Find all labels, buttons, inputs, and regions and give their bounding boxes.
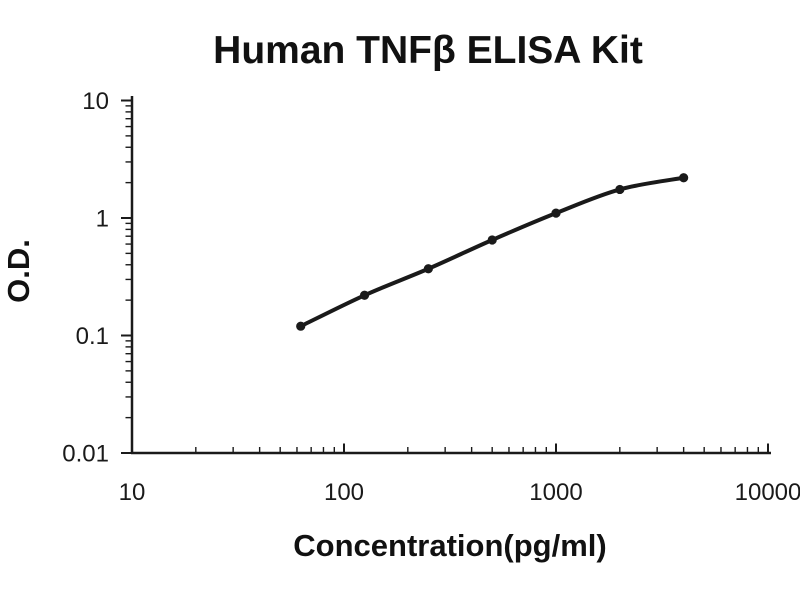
data-point-marker xyxy=(423,264,433,274)
standard-curve-line xyxy=(298,175,686,329)
y-tick-label: 0.1 xyxy=(76,323,109,350)
y-tick-label: 0.01 xyxy=(62,441,109,468)
x-tick-label: 10 xyxy=(119,479,146,506)
y-tick-label: 10 xyxy=(82,88,109,115)
x-tick-label: 1000 xyxy=(529,479,582,506)
chart-title: Human TNFβ ELISA Kit xyxy=(213,29,643,72)
data-point-marker xyxy=(551,208,561,218)
data-point-marker xyxy=(296,321,306,331)
data-point-marker xyxy=(615,184,625,195)
data-point-marker xyxy=(679,173,689,183)
data-point-marker xyxy=(359,290,370,300)
x-tick-label: 100 xyxy=(324,479,364,506)
y-tick-label: 1 xyxy=(96,206,109,233)
data-point-marker xyxy=(487,235,497,245)
x-tick-label: 10000 xyxy=(735,479,800,506)
x-axis-label: Concentration(pg/ml) xyxy=(293,528,607,563)
